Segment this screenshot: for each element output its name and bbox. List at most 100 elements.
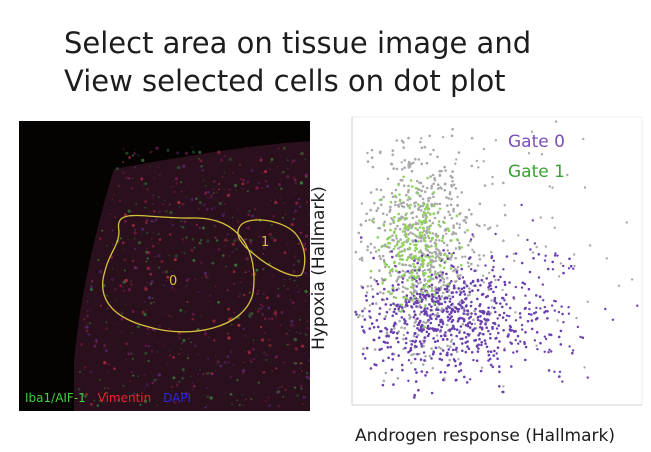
dot-gate-0 [530,319,534,322]
dot-gate-0 [385,297,389,301]
dot-gate-0 [438,274,441,277]
dot-gate-1 [414,234,417,237]
dot-gate-0 [457,307,461,311]
dot-ungated [400,215,403,218]
tissue-speck [260,186,263,190]
dot-gate-0 [420,300,423,303]
tissue-speck [178,205,181,208]
dot-gate-0 [368,327,372,330]
tissue-speck [217,300,220,304]
dot-ungated [423,233,426,237]
tissue-speck [293,211,296,214]
dot-gate-0 [562,264,565,268]
tissue-speck [151,244,155,248]
dot-gate-0 [373,363,376,366]
dot-ungated [481,274,485,277]
dot-ungated [394,203,397,207]
tissue-speck [260,325,263,329]
dot-ungated [409,264,413,268]
dot-gate-0 [556,254,559,257]
tissue-speck [301,247,303,249]
tissue-speck [119,284,123,288]
dot-ungated [443,216,446,219]
dot-gate-0 [462,319,466,323]
tissue-speck [182,164,186,168]
tissue-speck [149,269,151,270]
tissue-speck [304,333,308,336]
dot-gate-0 [526,238,529,242]
tissue-image[interactable]: 0 1 [19,121,310,411]
dot-ungated [551,186,554,189]
dot-gate-0 [455,328,459,331]
dot-gate-1 [423,211,427,215]
tissue-speck [183,220,187,224]
dot-gate-0 [421,298,424,301]
dot-gate-0 [469,238,473,241]
dot-gate-0 [548,348,551,351]
tissue-speck [284,388,287,391]
dot-gate-0 [470,322,474,326]
tissue-speck [183,252,186,255]
dot-gate-0 [448,252,451,255]
tissue-speck [245,257,249,261]
dot-gate-0 [456,310,460,313]
tissue-speck [91,281,93,283]
dot-gate-0 [498,313,501,317]
dot-gate-0 [455,334,458,338]
dot-gate-0 [408,349,412,353]
dot-ungated [451,180,454,183]
tissue-speck [292,370,296,374]
tissue-speck [296,394,300,398]
dot-gate-0 [442,249,445,252]
dot-gate-0 [561,312,564,316]
dot-gate-0 [528,301,531,304]
dot-gate-1 [417,240,420,243]
tissue-speck [174,254,178,258]
dot-gate-0 [499,275,502,279]
dot-gate-1 [437,223,441,227]
tissue-speck [141,184,144,187]
dot-gate-0 [544,254,547,257]
tissue-speck [168,349,170,351]
dot-gate-0 [524,358,527,362]
tissue-speck [299,181,304,185]
tissue-section [74,141,310,411]
dot-gate-0 [402,310,406,313]
dot-gate-0 [455,346,458,350]
dot-ungated [383,229,387,232]
dot-gate-0 [448,313,451,316]
tissue-speck [279,324,282,327]
tissue-speck [214,285,217,287]
tissue-image-panel[interactable]: 0 1 Iba1/AIF-1 Vimentin DAPI [19,121,310,411]
dot-gate-1 [387,236,390,240]
dot-gate-0 [452,284,456,287]
dot-gate-0 [523,282,527,286]
dot-ungated [439,253,443,257]
dot-gate-1 [418,231,422,234]
tissue-speck [178,368,180,370]
tissue-speck [98,237,102,240]
tissue-speck [226,360,231,364]
gate-1-outline[interactable] [237,219,306,277]
dot-ungated [475,159,478,163]
dot-gate-1 [422,203,425,207]
tissue-speck [122,161,125,163]
tissue-speck [276,387,279,389]
tissue-speck [180,341,184,345]
dot-ungated [418,352,421,356]
gate-0-outline[interactable] [102,214,255,333]
tissue-speck [171,224,175,227]
tissue-speck [158,238,162,241]
tissue-speck [138,155,140,157]
dot-ungated [455,350,459,354]
dot-gate-0 [495,301,498,305]
dot-gate-0 [489,284,492,287]
tissue-speck [103,361,107,365]
dot-gate-0 [503,299,506,302]
dot-gate-0 [371,295,375,299]
tissue-speck [212,306,214,308]
dot-ungated [411,285,415,289]
dot-ungated [407,313,411,317]
tissue-speck [168,203,171,206]
dot-gate-0 [477,347,480,350]
